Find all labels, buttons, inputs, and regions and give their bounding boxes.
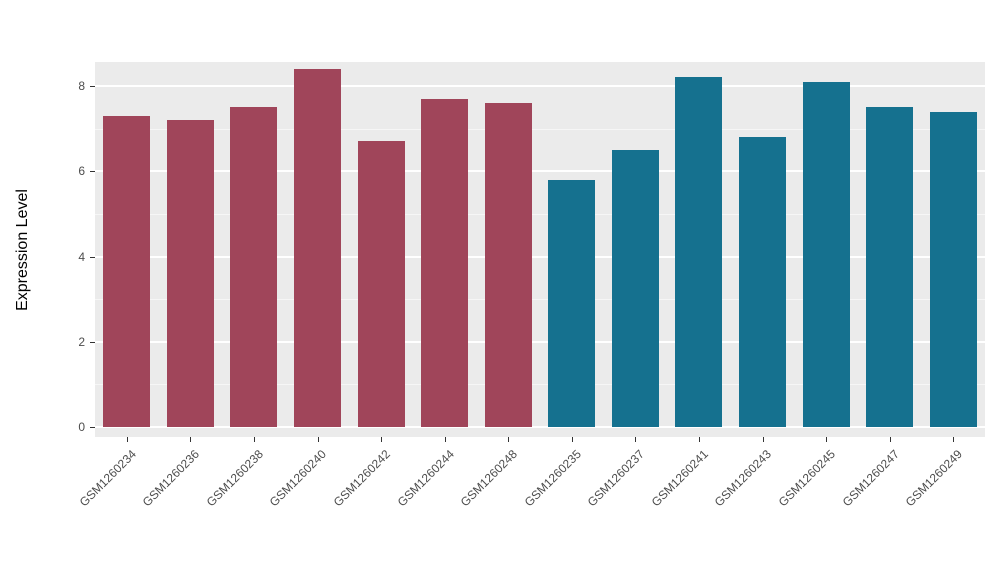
bar-GSM1260248 bbox=[485, 103, 532, 427]
x-tick-mark bbox=[317, 437, 319, 442]
x-tick-mark bbox=[889, 437, 891, 442]
x-tick-mark bbox=[953, 437, 955, 442]
x-tick-mark bbox=[635, 437, 637, 442]
bar-GSM1260236 bbox=[167, 120, 214, 427]
y-tick-label: 0 bbox=[78, 420, 85, 434]
x-tick-mark bbox=[762, 437, 764, 442]
x-tick-mark bbox=[508, 437, 510, 442]
gridline-major bbox=[95, 85, 985, 87]
bar-GSM1260240 bbox=[294, 69, 341, 427]
y-tick-mark bbox=[90, 427, 95, 428]
y-tick-label: 8 bbox=[78, 79, 85, 93]
x-tick-label: GSM1260236 bbox=[139, 447, 203, 510]
x-tick-label: GSM1260244 bbox=[394, 447, 457, 510]
gridline-minor bbox=[95, 384, 985, 386]
x-tick-mark bbox=[444, 437, 446, 442]
gridline-major bbox=[95, 340, 985, 343]
x-tick-label: GSM1260243 bbox=[712, 447, 775, 510]
x-tick-mark bbox=[571, 437, 573, 442]
plot-panel bbox=[95, 62, 985, 437]
bar-GSM1260235 bbox=[548, 180, 595, 427]
bar-GSM1260249 bbox=[930, 112, 977, 427]
x-tick-mark bbox=[190, 437, 192, 442]
x-tick-label: GSM1260237 bbox=[584, 447, 648, 510]
x-tick-label: GSM1260249 bbox=[902, 447, 966, 510]
y-tick-label: 6 bbox=[78, 164, 85, 179]
x-tick-mark bbox=[126, 437, 128, 442]
y-axis-title: Expression Level bbox=[14, 189, 31, 311]
x-tick-mark bbox=[253, 437, 255, 442]
gridline-minor bbox=[95, 128, 985, 130]
gridline-major bbox=[95, 255, 985, 258]
gridline-minor bbox=[95, 213, 985, 215]
gridline-minor bbox=[95, 299, 985, 301]
gridline-major bbox=[95, 426, 985, 428]
x-tick-label: GSM1260248 bbox=[457, 447, 521, 510]
x-tick-label: GSM1260241 bbox=[648, 447, 711, 510]
bar-GSM1260243 bbox=[739, 137, 786, 427]
bar-GSM1260242 bbox=[358, 141, 405, 427]
x-tick-mark bbox=[698, 437, 700, 442]
bar-GSM1260237 bbox=[612, 150, 659, 427]
x-tick-mark bbox=[826, 437, 828, 442]
x-tick-mark bbox=[381, 437, 383, 442]
gridline-major bbox=[95, 170, 985, 173]
bar-GSM1260245 bbox=[803, 82, 850, 427]
x-tick-label: GSM1260238 bbox=[203, 447, 266, 510]
x-tick-label: GSM1260235 bbox=[521, 447, 584, 510]
x-tick-label: GSM1260242 bbox=[330, 447, 393, 510]
x-tick-label: GSM1260247 bbox=[839, 447, 902, 510]
bar-GSM1260247 bbox=[866, 107, 913, 427]
bar-GSM1260234 bbox=[103, 116, 150, 427]
y-tick-label: 2 bbox=[78, 334, 85, 349]
y-tick-label: 4 bbox=[78, 249, 85, 264]
y-tick-mark bbox=[90, 341, 95, 343]
y-tick-mark bbox=[90, 256, 95, 258]
x-tick-label: GSM1260245 bbox=[775, 447, 838, 510]
y-tick-mark bbox=[90, 171, 95, 173]
x-tick-label: GSM1260234 bbox=[76, 447, 139, 510]
x-tick-label: GSM1260240 bbox=[267, 447, 330, 510]
y-tick-mark bbox=[90, 86, 95, 87]
bar-GSM1260241 bbox=[675, 77, 722, 427]
bar-GSM1260238 bbox=[230, 107, 277, 427]
bar-GSM1260244 bbox=[421, 99, 468, 427]
